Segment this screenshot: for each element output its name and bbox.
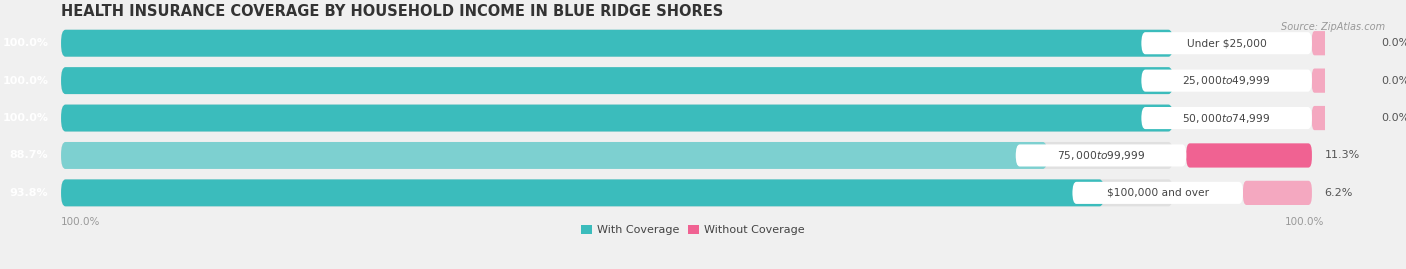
Text: 88.7%: 88.7% bbox=[10, 150, 48, 161]
FancyBboxPatch shape bbox=[1073, 182, 1243, 204]
Text: $75,000 to $99,999: $75,000 to $99,999 bbox=[1057, 149, 1144, 162]
FancyBboxPatch shape bbox=[1015, 144, 1187, 167]
Text: 100.0%: 100.0% bbox=[3, 113, 48, 123]
FancyBboxPatch shape bbox=[1312, 69, 1369, 93]
FancyBboxPatch shape bbox=[60, 30, 1173, 57]
Text: Under $25,000: Under $25,000 bbox=[1187, 38, 1267, 48]
Text: 6.2%: 6.2% bbox=[1324, 188, 1353, 198]
FancyBboxPatch shape bbox=[60, 105, 1173, 132]
FancyBboxPatch shape bbox=[60, 179, 1173, 206]
FancyBboxPatch shape bbox=[1312, 106, 1369, 130]
Text: 93.8%: 93.8% bbox=[10, 188, 48, 198]
FancyBboxPatch shape bbox=[1312, 31, 1369, 55]
FancyBboxPatch shape bbox=[1187, 143, 1312, 168]
Text: 0.0%: 0.0% bbox=[1382, 76, 1406, 86]
Text: 100.0%: 100.0% bbox=[3, 76, 48, 86]
FancyBboxPatch shape bbox=[60, 142, 1047, 169]
FancyBboxPatch shape bbox=[1142, 107, 1312, 129]
FancyBboxPatch shape bbox=[1142, 32, 1312, 54]
Text: 11.3%: 11.3% bbox=[1324, 150, 1360, 161]
Text: $100,000 and over: $100,000 and over bbox=[1107, 188, 1209, 198]
FancyBboxPatch shape bbox=[60, 179, 1104, 206]
FancyBboxPatch shape bbox=[60, 30, 1173, 57]
Text: 0.0%: 0.0% bbox=[1382, 38, 1406, 48]
FancyBboxPatch shape bbox=[60, 105, 1173, 132]
FancyBboxPatch shape bbox=[60, 67, 1173, 94]
Text: 100.0%: 100.0% bbox=[1285, 217, 1324, 227]
Text: $25,000 to $49,999: $25,000 to $49,999 bbox=[1182, 74, 1271, 87]
Text: 100.0%: 100.0% bbox=[60, 217, 100, 227]
Text: 0.0%: 0.0% bbox=[1382, 113, 1406, 123]
FancyBboxPatch shape bbox=[1142, 70, 1312, 92]
FancyBboxPatch shape bbox=[60, 142, 1173, 169]
FancyBboxPatch shape bbox=[1243, 181, 1312, 205]
Text: $50,000 to $74,999: $50,000 to $74,999 bbox=[1182, 112, 1271, 125]
FancyBboxPatch shape bbox=[60, 67, 1173, 94]
Text: HEALTH INSURANCE COVERAGE BY HOUSEHOLD INCOME IN BLUE RIDGE SHORES: HEALTH INSURANCE COVERAGE BY HOUSEHOLD I… bbox=[60, 4, 723, 19]
Text: Source: ZipAtlas.com: Source: ZipAtlas.com bbox=[1281, 22, 1385, 31]
Text: 100.0%: 100.0% bbox=[3, 38, 48, 48]
Legend: With Coverage, Without Coverage: With Coverage, Without Coverage bbox=[576, 220, 808, 240]
